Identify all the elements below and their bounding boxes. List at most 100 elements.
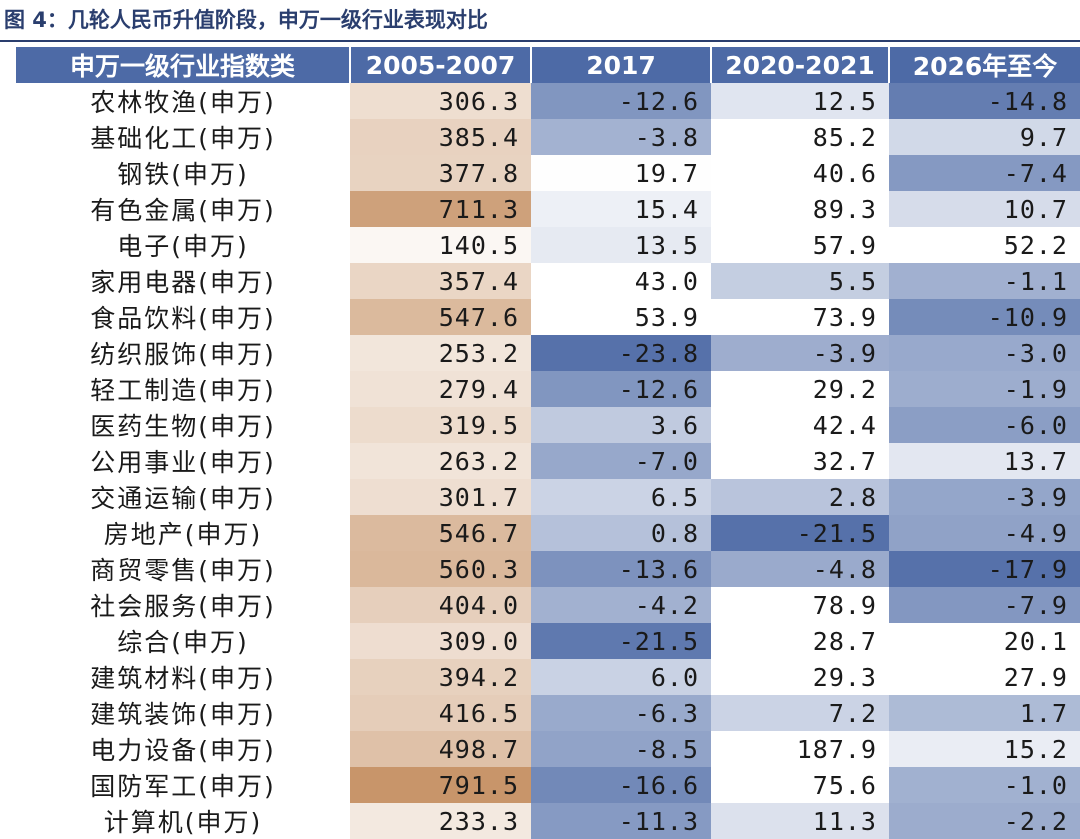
value-cell: 57.9 xyxy=(711,227,889,263)
value-cell: 29.2 xyxy=(711,371,889,407)
value-cell: 53.9 xyxy=(531,299,711,335)
value-cell: 15.4 xyxy=(531,191,711,227)
value-cell: -13.6 xyxy=(531,551,711,587)
value-cell: -21.5 xyxy=(711,515,889,551)
industry-name-cell: 轻工制造(申万) xyxy=(16,371,350,407)
value-cell: 52.2 xyxy=(889,227,1080,263)
value-cell: -12.6 xyxy=(531,371,711,407)
table-row: 综合(申万) 309.0 -21.5 28.7 20.1 xyxy=(16,623,1080,659)
value-cell: 7.2 xyxy=(711,695,889,731)
value-cell: 301.7 xyxy=(350,479,531,515)
industry-name-cell: 综合(申万) xyxy=(16,623,350,659)
table-row: 钢铁(申万) 377.8 19.7 40.6 -7.4 xyxy=(16,155,1080,191)
value-cell: -4.2 xyxy=(531,587,711,623)
industry-name-cell: 纺织服饰(申万) xyxy=(16,335,350,371)
value-cell: 791.5 xyxy=(350,767,531,803)
industry-name-cell: 国防军工(申万) xyxy=(16,767,350,803)
table-row: 家用电器(申万) 357.4 43.0 5.5 -1.1 xyxy=(16,263,1080,299)
value-cell: 12.5 xyxy=(711,83,889,119)
value-cell: 187.9 xyxy=(711,731,889,767)
industry-name-cell: 家用电器(申万) xyxy=(16,263,350,299)
value-cell: -14.8 xyxy=(889,83,1080,119)
value-cell: -21.5 xyxy=(531,623,711,659)
value-cell: 140.5 xyxy=(350,227,531,263)
value-cell: -16.6 xyxy=(531,767,711,803)
industry-name-cell: 农林牧渔(申万) xyxy=(16,83,350,119)
table-row: 轻工制造(申万) 279.4 -12.6 29.2 -1.9 xyxy=(16,371,1080,407)
value-cell: 711.3 xyxy=(350,191,531,227)
value-cell: -3.9 xyxy=(711,335,889,371)
table-row: 房地产(申万) 546.7 0.8 -21.5 -4.9 xyxy=(16,515,1080,551)
value-cell: -3.9 xyxy=(889,479,1080,515)
table-row: 建筑材料(申万) 394.2 6.0 29.3 27.9 xyxy=(16,659,1080,695)
figure-caption: 图 4：几轮人民币升值阶段，申万一级行业表现对比 xyxy=(4,8,488,32)
header-period-2020-2021: 2020-2021 xyxy=(711,47,890,83)
value-cell: 357.4 xyxy=(350,263,531,299)
value-cell: 40.6 xyxy=(711,155,889,191)
value-cell: 13.5 xyxy=(531,227,711,263)
table-row: 计算机(申万) 233.3 -11.3 11.3 -2.2 xyxy=(16,803,1080,839)
value-cell: -10.9 xyxy=(889,299,1080,335)
value-cell: -8.5 xyxy=(531,731,711,767)
value-cell: -6.3 xyxy=(531,695,711,731)
table-row: 交通运输(申万) 301.7 6.5 2.8 -3.9 xyxy=(16,479,1080,515)
value-cell: 19.7 xyxy=(531,155,711,191)
value-cell: -6.0 xyxy=(889,407,1080,443)
value-cell: 279.4 xyxy=(350,371,531,407)
table-row: 基础化工(申万) 385.4 -3.8 85.2 9.7 xyxy=(16,119,1080,155)
table-row: 农林牧渔(申万) 306.3 -12.6 12.5 -14.8 xyxy=(16,83,1080,119)
value-cell: 2.8 xyxy=(711,479,889,515)
value-cell: 10.7 xyxy=(889,191,1080,227)
value-cell: -3.0 xyxy=(889,335,1080,371)
value-cell: 15.2 xyxy=(889,731,1080,767)
value-cell: 73.9 xyxy=(711,299,889,335)
value-cell: 416.5 xyxy=(350,695,531,731)
value-cell: 253.2 xyxy=(350,335,531,371)
industry-name-cell: 基础化工(申万) xyxy=(16,119,350,155)
industry-name-cell: 交通运输(申万) xyxy=(16,479,350,515)
value-cell: 306.3 xyxy=(350,83,531,119)
value-cell: 1.7 xyxy=(889,695,1080,731)
industry-name-cell: 公用事业(申万) xyxy=(16,443,350,479)
header-industry: 申万一级行业指数类 xyxy=(16,47,351,83)
header-period-2005-2007: 2005-2007 xyxy=(350,47,532,83)
table-row: 食品饮料(申万) 547.6 53.9 73.9 -10.9 xyxy=(16,299,1080,335)
table-row: 社会服务(申万) 404.0 -4.2 78.9 -7.9 xyxy=(16,587,1080,623)
industry-name-cell: 社会服务(申万) xyxy=(16,587,350,623)
table-row: 国防军工(申万) 791.5 -16.6 75.6 -1.0 xyxy=(16,767,1080,803)
value-cell: -12.6 xyxy=(531,83,711,119)
value-cell: 394.2 xyxy=(350,659,531,695)
value-cell: 75.6 xyxy=(711,767,889,803)
industry-name-cell: 建筑材料(申万) xyxy=(16,659,350,695)
value-cell: 89.3 xyxy=(711,191,889,227)
header-period-2017: 2017 xyxy=(531,47,712,83)
value-cell: 547.6 xyxy=(350,299,531,335)
caption-divider xyxy=(0,40,1080,42)
value-cell: 11.3 xyxy=(711,803,889,839)
industry-name-cell: 钢铁(申万) xyxy=(16,155,350,191)
value-cell: -17.9 xyxy=(889,551,1080,587)
table-row: 公用事业(申万) 263.2 -7.0 32.7 13.7 xyxy=(16,443,1080,479)
value-cell: 29.3 xyxy=(711,659,889,695)
header-period-2026-ytd: 2026年至今 xyxy=(889,47,1080,83)
value-cell: 560.3 xyxy=(350,551,531,587)
table-header-row: 申万一级行业指数类 2005-2007 2017 2020-2021 2026年… xyxy=(16,47,1080,83)
value-cell: 0.8 xyxy=(531,515,711,551)
industry-name-cell: 食品饮料(申万) xyxy=(16,299,350,335)
value-cell: 6.0 xyxy=(531,659,711,695)
value-cell: 5.5 xyxy=(711,263,889,299)
value-cell: 233.3 xyxy=(350,803,531,839)
value-cell: -7.4 xyxy=(889,155,1080,191)
industry-name-cell: 建筑装饰(申万) xyxy=(16,695,350,731)
value-cell: 404.0 xyxy=(350,587,531,623)
value-cell: -11.3 xyxy=(531,803,711,839)
value-cell: 20.1 xyxy=(889,623,1080,659)
value-cell: 3.6 xyxy=(531,407,711,443)
value-cell: 498.7 xyxy=(350,731,531,767)
industry-name-cell: 医药生物(申万) xyxy=(16,407,350,443)
value-cell: -3.8 xyxy=(531,119,711,155)
value-cell: -7.9 xyxy=(889,587,1080,623)
value-cell: -4.9 xyxy=(889,515,1080,551)
value-cell: 42.4 xyxy=(711,407,889,443)
table-row: 电子(申万) 140.5 13.5 57.9 52.2 xyxy=(16,227,1080,263)
